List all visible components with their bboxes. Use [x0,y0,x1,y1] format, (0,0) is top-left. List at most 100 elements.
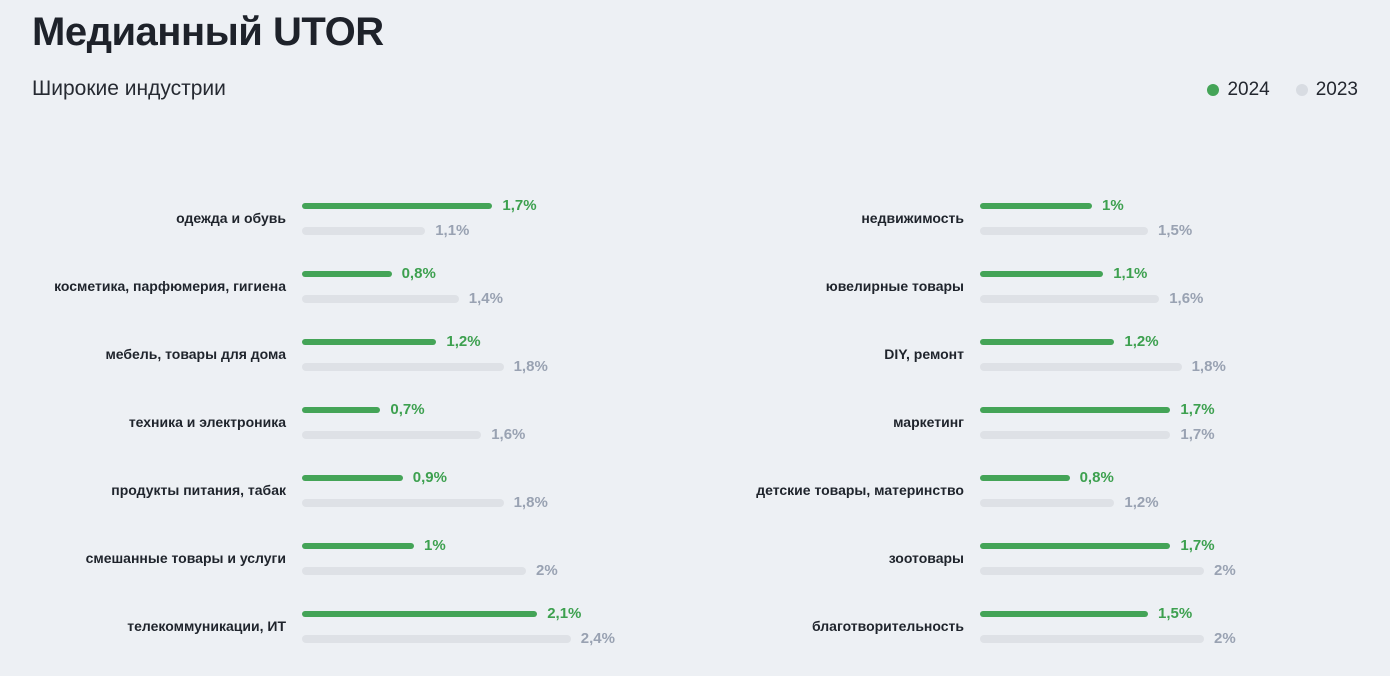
bar-value-2024: 1% [424,537,446,554]
chart-column-left: одежда и обувь 1,7% 1,1% косметика, парф… [32,197,680,673]
bar-2024 [980,542,1171,549]
chart-row: DIY, ремонт 1,2% 1,8% [710,333,1358,375]
bar-line-2023: 1,8% [980,358,1358,375]
bar-line-2024: 2,1% [302,605,680,622]
bar-value-2023: 1,8% [513,494,548,511]
bar-2024 [980,406,1171,413]
bar-pair: 1% 2% [302,537,680,579]
bar-value-2024: 0,8% [401,265,436,282]
bar-line-2024: 1,1% [980,265,1358,282]
bar-pair: 0,8% 1,4% [302,265,680,307]
chart-row: мебель, товары для дома 1,2% 1,8% [32,333,680,375]
legend-dot-2024-icon [1207,84,1220,96]
bar-2023 [980,362,1182,371]
bar-value-2023: 2,4% [580,630,615,647]
bar-chart: одежда и обувь 1,7% 1,1% косметика, парф… [32,197,1358,673]
bar-value-2023: 1,5% [1158,222,1193,239]
legend-item-2023[interactable]: 2023 [1295,79,1358,101]
chart-row: телекоммуникации, ИТ 2,1% 2,4% [32,605,680,647]
bar-line-2023: 1,2% [980,494,1358,511]
bar-line-2024: 0,7% [302,401,680,418]
legend: 2024 2023 [1207,79,1358,101]
category-label: зоотовары [888,549,964,566]
bar-value-2023: 1,2% [1124,494,1159,511]
bar-pair: 1,7% 1,1% [302,197,680,239]
bottom-edge-strip [0,676,1390,685]
bar-2024 [302,474,403,481]
category-label: смешанные товары и услуги [85,549,286,566]
bar-line-2024: 0,8% [980,469,1358,486]
bar-value-2023: 1,7% [1180,426,1215,443]
bar-value-2023: 1,8% [1191,358,1226,375]
bar-value-2024: 1,2% [1124,333,1159,350]
bar-value-2024: 1,7% [1180,401,1215,418]
bar-line-2024: 1,5% [980,605,1358,622]
chart-row: продукты питания, табак 0,9% 1,8% [32,469,680,511]
bar-value-2023: 1,4% [468,290,503,307]
bar-value-2024: 1,2% [446,333,481,350]
category-label: благотворительность [811,617,964,634]
bar-pair: 2,1% 2,4% [302,605,680,647]
category-label: маркетинг [893,413,964,430]
bar-value-2023: 2% [536,562,558,579]
bar-value-2024: 1,7% [502,197,537,214]
legend-dot-2023-icon [1295,84,1308,96]
bar-2024 [980,474,1070,481]
bar-2024 [302,338,437,345]
bar-line-2024: 1,7% [302,197,680,214]
bar-2024 [302,542,414,549]
chart-row: техника и электроника 0,7% 1,6% [32,401,680,443]
bar-line-2023: 2,4% [302,630,680,647]
bar-2024 [302,406,381,413]
chart-row: недвижимость 1% 1,5% [710,197,1358,239]
bar-2024 [302,610,538,617]
chart-row: одежда и обувь 1,7% 1,1% [32,197,680,239]
bar-pair: 1,7% 2% [980,537,1358,579]
bar-pair: 1,2% 1,8% [980,333,1358,375]
legend-item-2024[interactable]: 2024 [1207,79,1270,101]
bar-2024 [980,270,1104,277]
bar-pair: 1,5% 2% [980,605,1358,647]
chart-row: детские товары, материнство 0,8% 1,2% [710,469,1358,511]
header-row: Широкие индустрии 2024 2023 [32,77,1358,101]
category-label: одежда и обувь [176,209,286,226]
bar-pair: 1% 1,5% [980,197,1358,239]
bar-line-2023: 1,6% [980,290,1358,307]
bar-2023 [302,294,459,303]
chart-column-right: недвижимость 1% 1,5% ювелирные товары 1,… [710,197,1358,673]
bar-line-2023: 1,8% [302,494,680,511]
bar-2023 [302,634,571,643]
chart-row: косметика, парфюмерия, гигиена 0,8% 1,4% [32,265,680,307]
bar-line-2023: 2% [980,630,1358,647]
bar-2024 [980,202,1092,209]
bar-value-2023: 1,6% [491,426,526,443]
bar-line-2023: 1,4% [302,290,680,307]
bar-line-2024: 0,9% [302,469,680,486]
bar-2023 [302,430,482,439]
bar-2023 [980,226,1148,235]
bar-line-2024: 0,8% [302,265,680,282]
bar-2023 [980,498,1115,507]
category-label: недвижимость [861,209,964,226]
chart-row: смешанные товары и услуги 1% 2% [32,537,680,579]
bar-line-2023: 1,1% [302,222,680,239]
bar-line-2023: 1,7% [980,426,1358,443]
bar-2024 [980,610,1148,617]
legend-label-2024: 2024 [1227,79,1270,100]
bar-pair: 0,7% 1,6% [302,401,680,443]
bar-line-2024: 1,2% [980,333,1358,350]
chart-row: маркетинг 1,7% 1,7% [710,401,1358,443]
bar-line-2024: 1,7% [980,537,1358,554]
bar-line-2024: 1% [980,197,1358,214]
category-label: продукты питания, табак [111,481,286,498]
bar-2024 [980,338,1115,345]
bar-line-2023: 1,6% [302,426,680,443]
bar-2023 [980,634,1204,643]
bar-value-2023: 2% [1214,562,1236,579]
bar-2023 [980,430,1171,439]
bar-line-2024: 1% [302,537,680,554]
bar-value-2024: 0,9% [412,469,447,486]
chart-row: ювелирные товары 1,1% 1,6% [710,265,1358,307]
bar-2023 [302,226,426,235]
bar-2023 [980,566,1204,575]
